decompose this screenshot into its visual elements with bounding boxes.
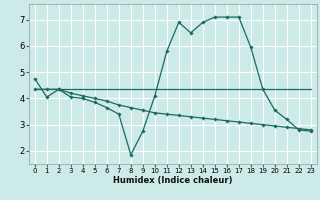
X-axis label: Humidex (Indice chaleur): Humidex (Indice chaleur)	[113, 176, 233, 185]
